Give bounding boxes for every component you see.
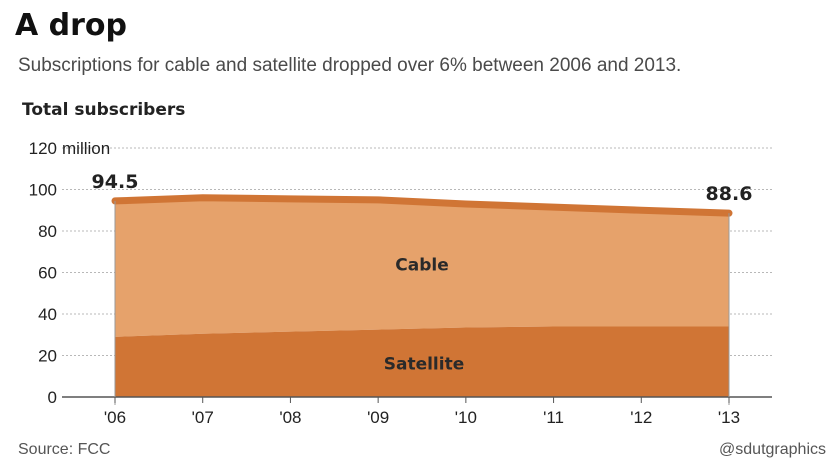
y-tick-label: 0	[48, 388, 57, 407]
chart-title: A drop	[15, 8, 128, 43]
x-tick-label: '09	[367, 408, 389, 427]
x-tick-label: '13	[718, 408, 740, 427]
endpoint-value-label: 94.5	[92, 171, 139, 193]
series-label-cable: Cable	[395, 256, 448, 276]
area-cable	[115, 196, 729, 337]
y-tick-label: 40	[38, 305, 57, 324]
series-label-satellite: Satellite	[384, 354, 465, 374]
y-tick-label: 80	[38, 222, 57, 241]
y-tick-label: 20	[38, 347, 57, 366]
source-note: Source: FCC	[18, 441, 111, 458]
y-tick-label: 100	[29, 181, 57, 200]
y-unit-label: million	[62, 139, 110, 158]
x-tick-label: '06	[104, 408, 126, 427]
total-subscribers-line	[111, 194, 733, 217]
x-tick-label: '07	[192, 408, 214, 427]
chart-subtitle: Subscriptions for cable and satellite dr…	[18, 55, 682, 76]
x-tick-label: '11	[543, 408, 564, 427]
y-axis-label: Total subscribers	[22, 100, 186, 120]
area-satellite	[115, 326, 729, 397]
endpoint-value-label: 88.6	[706, 183, 753, 205]
y-tick-label: 120	[29, 139, 57, 158]
x-tick-label: '08	[279, 408, 301, 427]
x-tick-label: '10	[455, 408, 477, 427]
y-tick-label: 60	[38, 264, 57, 283]
x-tick-label: '12	[630, 408, 652, 427]
credit-note: @sdutgraphics	[719, 441, 826, 458]
